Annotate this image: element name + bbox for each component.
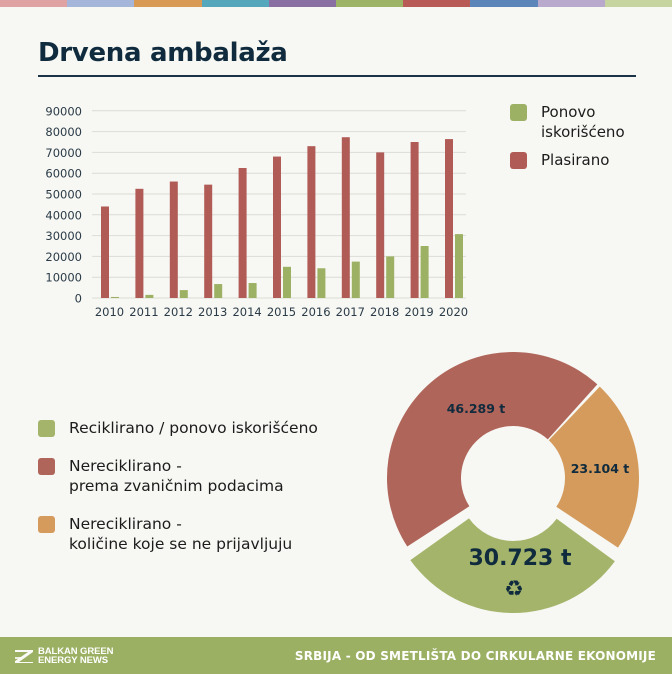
bar-plasirano (445, 139, 453, 298)
bar-plasirano (341, 137, 350, 298)
x-tick-label: 2014 (232, 305, 261, 319)
bar-chart: 0 10000 20000 30000 40000 50000 60000 70000 8000… (45, 104, 468, 319)
logo-mark-icon (15, 649, 33, 663)
legend-item-nereciklirano-zvanicno: Nereciklirano - prema zvaničnim podacima (38, 456, 378, 496)
bar-ponovo (248, 283, 257, 298)
x-tick-label: 2019 (404, 305, 433, 319)
legend-swatch-ponovo (510, 104, 527, 121)
page-title: Drvena ambalaža (38, 38, 288, 68)
legend-label: količine koje se ne prijavljuju (69, 535, 293, 553)
logo-text-line1: BALKAN GREEN (38, 645, 114, 657)
bar-ponovo (420, 246, 429, 298)
y-tick-label: 80000 (45, 125, 82, 139)
y-tick-label: 0 (75, 292, 82, 306)
x-tick-label: 2020 (439, 305, 468, 319)
x-tick-label: 2016 (301, 305, 330, 319)
y-tick-label: 70000 (45, 146, 82, 160)
recycle-icon: ♻ (504, 577, 524, 602)
y-tick-label: 90000 (45, 104, 82, 118)
bar-chart-legend: Ponovo iskorišćeno Plasirano (510, 102, 670, 178)
color-stripe (0, 0, 672, 7)
legend-swatch-reciklirano (38, 420, 55, 437)
legend-label: Nereciklirano - (69, 515, 182, 533)
donut-label-orange: 23.104 t (571, 461, 630, 476)
bar-chart-y-axis: 0 10000 20000 30000 40000 50000 60000 70000 8000… (45, 104, 82, 305)
stripe-segment (201, 0, 269, 7)
legend-label: prema zvaničnim podacima (69, 477, 284, 495)
bar-ponovo (317, 268, 326, 298)
y-tick-label: 30000 (45, 229, 82, 243)
bar-ponovo (283, 266, 291, 298)
footer-bar: BALKAN GREEN ENERGY NEWS SRBIJA - OD SME… (0, 637, 672, 674)
donut-slice-reciklirano (410, 518, 615, 614)
bar-plasirano (135, 188, 144, 298)
bar-plasirano (273, 156, 281, 298)
x-tick-label: 2012 (164, 305, 193, 319)
stripe-segment (134, 0, 202, 7)
bar-ponovo (179, 290, 188, 298)
stripe-segment (0, 0, 68, 7)
stripe-segment (537, 0, 605, 7)
x-tick-label: 2018 (370, 305, 399, 319)
legend-label: iskorišćeno (541, 123, 625, 141)
brand-logo: BALKAN GREEN ENERGY NEWS (14, 645, 114, 666)
legend-label: Nereciklirano - (69, 457, 182, 475)
legend-swatch-nereciklirano-zvanicno (38, 458, 55, 475)
legend-swatch-plasirano (510, 152, 527, 169)
legend-label: Plasirano (541, 151, 610, 169)
bar-ponovo (214, 284, 223, 298)
y-tick-label: 40000 (45, 208, 82, 222)
donut-label-red: 46.289 t (447, 401, 506, 416)
donut-chart-legend: Reciklirano / ponovo iskorišćeno Nerecik… (38, 418, 378, 566)
y-tick-label: 60000 (45, 167, 82, 181)
legend-label: Ponovo (541, 103, 596, 121)
y-tick-label: 20000 (45, 250, 82, 264)
legend-swatch-nereciklirano-neprijavljeno (38, 516, 55, 533)
bar-ponovo (455, 234, 463, 298)
donut-label-green: 30.723 t (468, 546, 572, 571)
stripe-segment (604, 0, 672, 7)
stripe-segment (67, 0, 135, 7)
bar-plasirano (238, 168, 247, 298)
stripe-segment (403, 0, 471, 7)
donut-slice-nereciklirano-zvanicno (386, 351, 598, 547)
bar-plasirano (204, 184, 213, 298)
bar-ponovo (351, 261, 360, 298)
legend-label: Reciklirano / ponovo iskorišćeno (69, 419, 318, 437)
bar-plasirano (101, 206, 109, 298)
legend-item-nereciklirano-neprijavljeno: Nereciklirano - količine koje se ne prij… (38, 514, 378, 554)
stripe-segment (470, 0, 538, 7)
bar-plasirano (307, 146, 316, 298)
stripe-segment (268, 0, 337, 7)
bar-ponovo (386, 256, 395, 298)
bar-ponovo (111, 296, 119, 298)
bar-plasirano (169, 181, 178, 298)
footer-title: SRBIJA - OD SMETLIŠTA DO CIRKULARNE EKON… (294, 648, 656, 663)
legend-item-ponovo: Ponovo iskorišćeno (510, 102, 670, 142)
title-divider (38, 75, 636, 77)
bar-plasirano (376, 152, 385, 298)
x-tick-label: 2010 (95, 305, 124, 319)
donut-slice-nereciklirano-neprijavljeno (548, 386, 639, 548)
x-tick-label: 2017 (336, 305, 365, 319)
x-tick-label: 2015 (267, 305, 296, 319)
bar-ponovo (145, 294, 154, 298)
x-tick-label: 2011 (129, 305, 158, 319)
y-tick-label: 50000 (45, 188, 82, 202)
bar-chart-x-axis: 2010 2011 2012 2013 2014 2015 2016 2017 2018 2019… (95, 305, 468, 319)
logo-text-line2: ENERGY NEWS (38, 654, 108, 666)
stripe-segment (336, 0, 404, 7)
svg-text:♻: ♻ (504, 577, 524, 602)
legend-item-reciklirano: Reciklirano / ponovo iskorišćeno (38, 418, 378, 438)
bar-plasirano (410, 142, 419, 298)
bar-chart-bars (101, 137, 463, 298)
x-tick-label: 2013 (198, 305, 227, 319)
y-tick-label: 10000 (45, 271, 82, 285)
legend-item-plasirano: Plasirano (510, 150, 670, 170)
